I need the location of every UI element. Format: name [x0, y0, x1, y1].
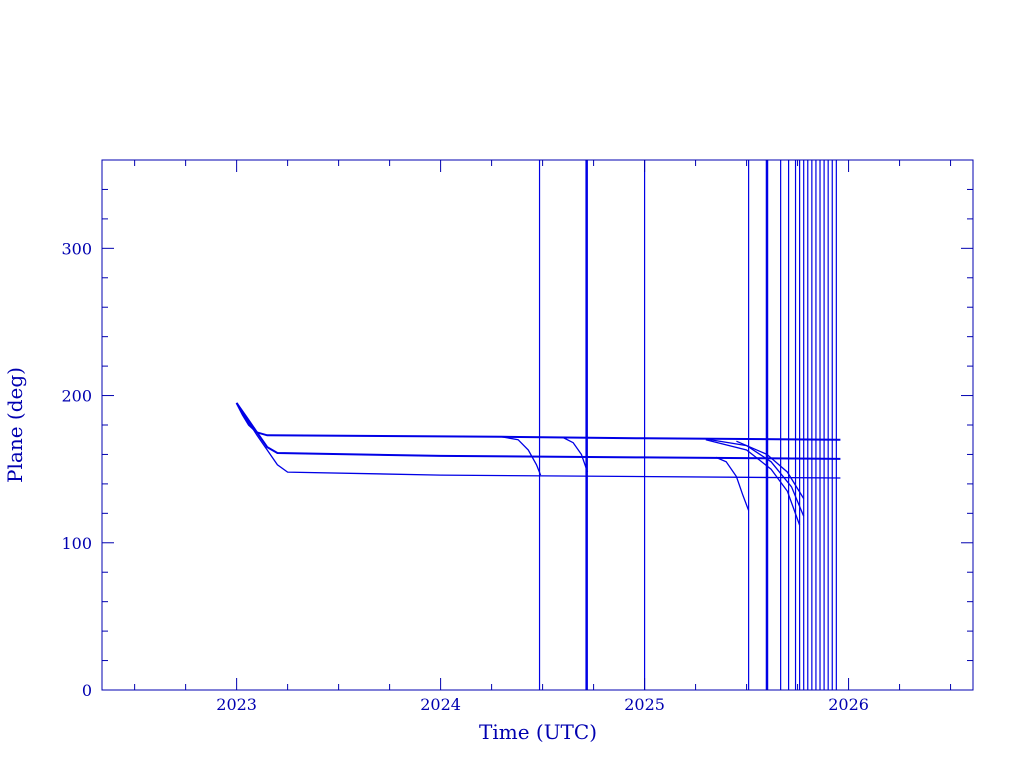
series-line-8	[736, 440, 805, 499]
series-line-7	[705, 439, 801, 526]
x-tick-label: 2024	[420, 695, 461, 714]
series-line-5	[715, 456, 750, 511]
x-tick-label: 2026	[828, 695, 869, 714]
plot-marks	[235, 160, 841, 690]
axes: 2023 2024 2025 2026 0 100 200 300	[61, 159, 974, 714]
series-line-2	[236, 402, 841, 479]
y-tick-label: 300	[61, 239, 92, 258]
plot-frame	[101, 159, 974, 691]
series-line-1	[235, 402, 841, 460]
y-tick-label: 0	[82, 681, 92, 700]
y-axis-label: Plane (deg)	[3, 367, 27, 483]
series-line-0	[235, 402, 841, 441]
series-line-4	[562, 436, 589, 473]
x-tick-label: 2025	[624, 695, 665, 714]
y-tick-label: 200	[61, 387, 92, 406]
x-tick-label: 2023	[216, 695, 257, 714]
series-line-3	[501, 436, 542, 476]
series-line-6	[705, 438, 805, 517]
y-tick-label: 100	[61, 534, 92, 553]
x-axis-label: Time (UTC)	[479, 720, 597, 744]
